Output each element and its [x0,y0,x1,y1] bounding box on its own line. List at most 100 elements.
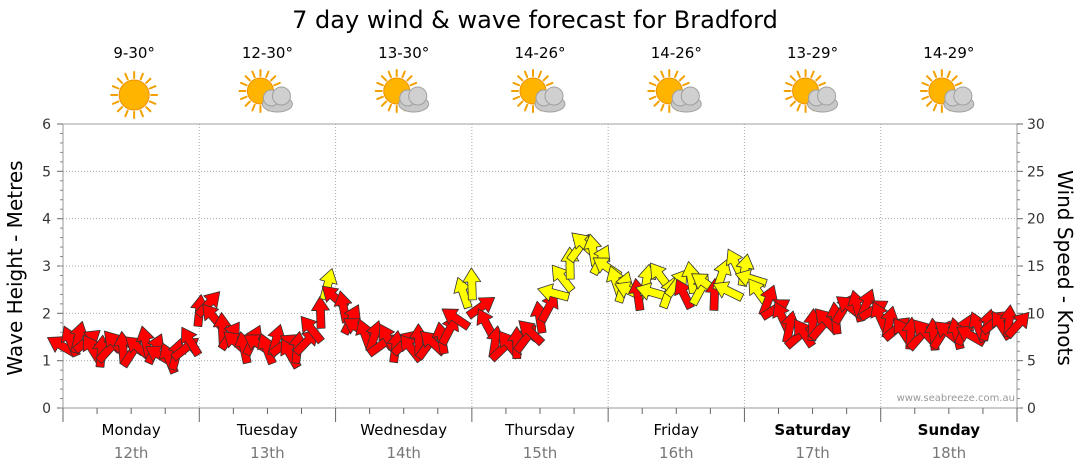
cloud-part [271,86,291,106]
sun-cloud-icon [647,69,702,113]
weather-row: 9-30° 12-30° 13-30° 14-26° 14-26° 13-29° 14-29… [110,44,975,119]
sun-ray [240,81,248,87]
sun-ray [537,70,543,79]
sun-ray [124,72,129,81]
sun-ray [270,75,277,82]
cloud-icon [943,86,975,113]
sun-ray [401,70,406,79]
sun-ray [111,100,120,105]
chart-grid [62,123,1018,409]
left-tick-label: 3 [42,259,51,275]
sun-cloud-icon [783,69,839,113]
right-axis-title: Wind Speed - Knots [1053,170,1077,366]
left-tick-label: 1 [42,354,51,370]
day-date-label: 18th [932,444,966,462]
day-temp-label: 12-30° [242,44,293,62]
sun-ray [810,70,815,79]
wind-arrow [537,292,559,324]
cloud-part [953,86,973,106]
sun-ray [789,100,796,107]
sun-ray [818,81,826,87]
axis-ticks: 0 1 2 3 4 5 6 0 5 10 15 20 25 30 [42,117,1045,422]
sun-ray [648,81,657,87]
day-date-label: 14th [386,444,420,462]
day-name-label: Saturday [774,421,851,439]
sun-ray [921,81,929,87]
sun-ray [139,109,144,118]
sun-ray [796,70,801,79]
wind-arrow [462,267,482,301]
sun-ray [517,100,524,107]
left-tick-label: 6 [42,117,51,133]
sun-ray [145,77,152,84]
day-date-label: 15th [523,444,557,462]
wind-arrow [438,314,459,346]
sun-ray [921,95,929,101]
sun-ray [789,75,796,82]
sun-ray [946,70,951,79]
day-labels: Monday 12th Tuesday 13th Wednesday 14th Thursd… [102,421,981,462]
sun-ray [387,70,392,79]
right-tick-label: 0 [1027,401,1036,417]
cloud-part [817,86,837,106]
sun-ray [251,103,256,112]
sun-ray [512,95,521,101]
sun-ray [148,85,157,90]
sun-ray [273,81,281,87]
sun-ray [785,95,793,101]
sun-ray [545,81,554,87]
sun-ray [674,70,679,79]
sun-ray [517,75,524,82]
cloud-icon [807,86,839,113]
cloud-part [680,86,700,106]
sun-ray [682,81,690,87]
day-name-label: Tuesday [236,421,298,439]
wind-arrow [194,291,221,319]
sun-ray [376,95,384,101]
sun-ray [653,75,660,82]
sun-ray [653,100,660,107]
day-temp-label: 9-30° [113,44,155,62]
sun-ray [139,72,144,81]
sun-cloud-icon [374,69,430,113]
chart-title: 7 day wind & wave forecast for Bradford [292,6,778,34]
day-temp-label: 14-29° [923,44,974,62]
right-tick-label: 5 [1027,354,1036,370]
sun-ray [244,100,251,107]
sun-cloud-icon [511,69,566,113]
sun-ray [648,95,657,101]
sun-ray [785,81,793,87]
day-name-label: Sunday [918,421,981,439]
sun-ray [523,70,529,79]
sun-ray [954,81,963,87]
cloud-icon [534,86,566,113]
sun-ray [409,81,418,87]
sun-ray [124,109,129,118]
left-axis-title: Wave Height - Metres [3,160,27,375]
sun-icon [110,71,159,119]
right-tick-label: 25 [1027,164,1045,180]
sun-ray [678,75,686,82]
day-temp-label: 14-26° [514,44,565,62]
right-tick-label: 30 [1027,117,1045,133]
day-temp-label: 13-29° [787,44,838,62]
sun-ray [265,70,270,79]
wind-arrow [712,281,745,302]
sun-ray [240,95,248,101]
wind-arrow [441,308,472,331]
right-tick-label: 20 [1027,212,1045,228]
day-temp-label: 13-30° [378,44,429,62]
sun-ray [951,75,958,82]
sun-ray [148,100,157,105]
sun-ray [926,100,933,107]
sun-ray [932,70,938,79]
left-tick-label: 4 [42,212,51,228]
wind-arrow [300,316,325,345]
sun-ray [251,70,256,79]
sun-cloud-icon [919,69,975,113]
sun-disc [118,79,150,111]
day-name-label: Friday [654,421,700,439]
sun-ray [512,81,521,87]
sun-ray [145,106,152,113]
sun-ray [523,103,529,112]
